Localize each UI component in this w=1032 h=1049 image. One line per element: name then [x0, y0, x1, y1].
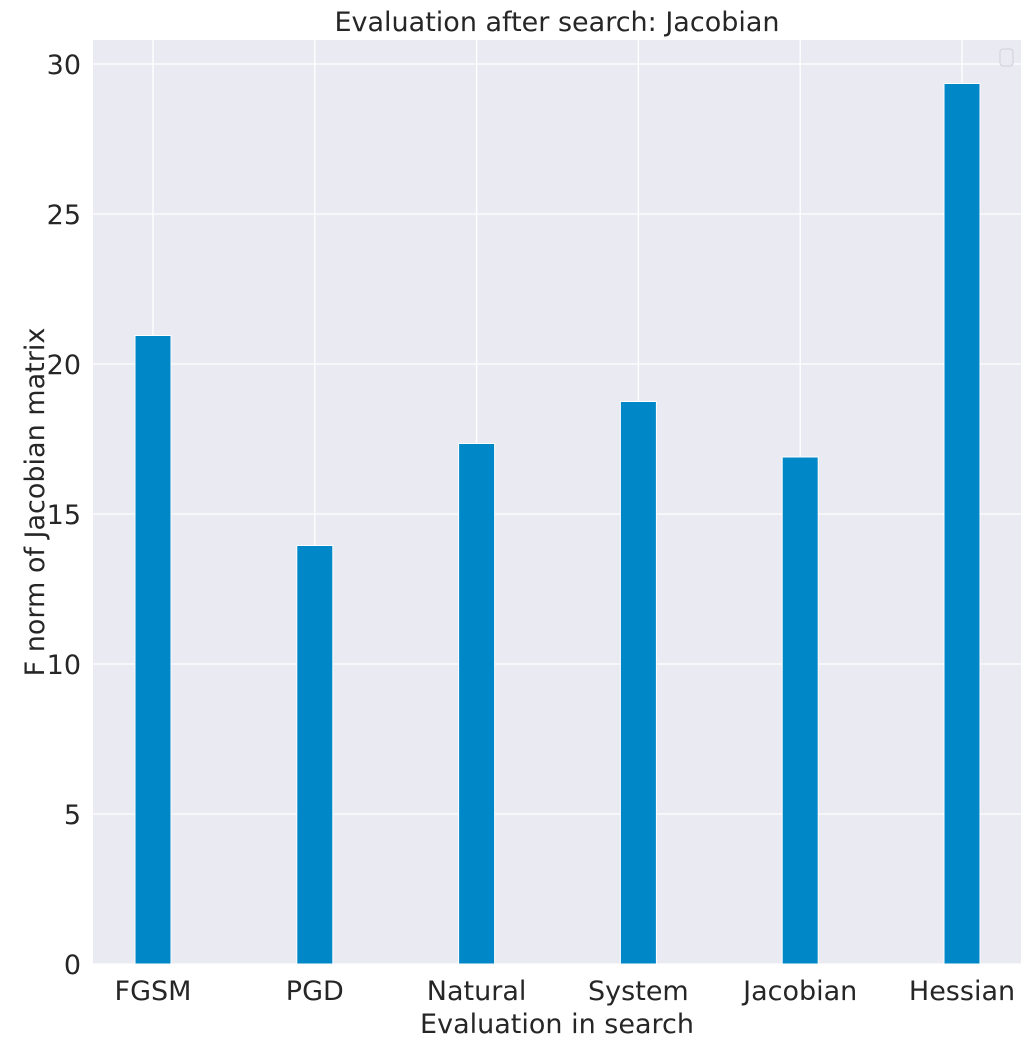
x-tick-label: System — [588, 976, 689, 1007]
legend — [999, 48, 1014, 67]
x-tick-label: Jacobian — [741, 976, 857, 1007]
bars — [134, 83, 981, 965]
x-tick-label: PGD — [286, 976, 344, 1007]
bar-hessian — [943, 83, 981, 965]
y-tick-label: 20 — [47, 350, 81, 381]
chart-title: Evaluation after search: Jacobian — [334, 7, 779, 38]
x-tick-label: FGSM — [115, 976, 192, 1007]
bar-natural — [458, 443, 496, 965]
y-tick-label: 0 — [64, 950, 81, 981]
bar-jacobian — [781, 456, 819, 965]
bar-pgd — [296, 545, 334, 965]
x-tick-label: Hessian — [909, 976, 1015, 1007]
y-tick-label: 5 — [64, 800, 81, 831]
x-tick-label: Natural — [427, 976, 527, 1007]
y-tick-label: 15 — [47, 500, 81, 531]
plot-area — [93, 40, 1021, 964]
bar-system — [619, 401, 657, 965]
y-tick-label: 30 — [47, 50, 81, 81]
y-tick-label: 10 — [47, 650, 81, 681]
x-axis-label: Evaluation in search — [420, 1009, 694, 1040]
tick-labels: 0 5 10 15 20 25 30 FGSM PGD Natural System Jacobian… — [47, 50, 1015, 1007]
y-axis-label: F norm of Jacobian matrix — [20, 328, 51, 677]
bar-fgsm — [134, 335, 172, 965]
y-tick-label: 25 — [47, 200, 81, 231]
